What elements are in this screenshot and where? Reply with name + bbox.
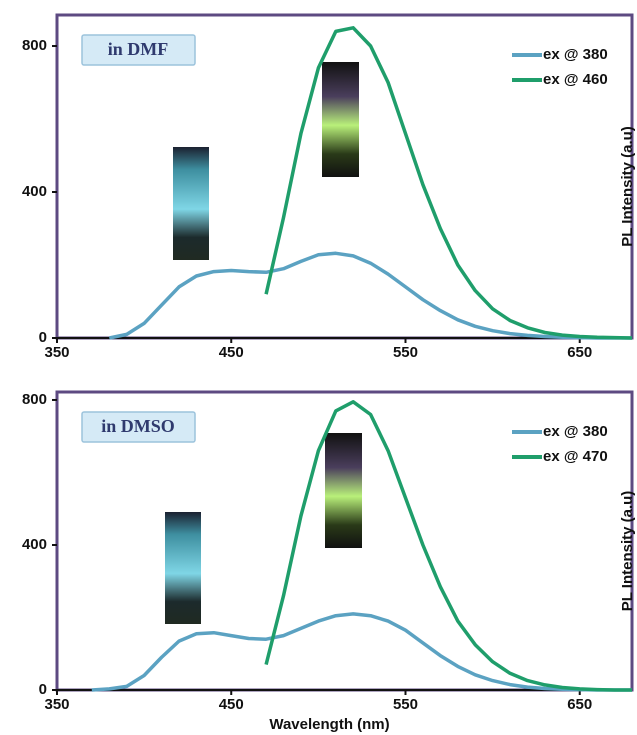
legend-label: ex @ 380 xyxy=(543,46,608,63)
y-tick-label: 400 xyxy=(22,536,47,553)
annotation: in DMSO xyxy=(101,416,175,436)
y-tick-label: 800 xyxy=(22,391,47,408)
y-tick-label: 400 xyxy=(22,183,47,200)
data-line xyxy=(91,612,632,692)
data-line xyxy=(264,26,633,340)
legend-label: ex @ 460 xyxy=(543,71,608,88)
data-line xyxy=(108,251,632,340)
x-tick-label: 350 xyxy=(44,344,69,361)
x-tick-label: 450 xyxy=(219,344,244,361)
x-tick-label: 650 xyxy=(567,696,592,713)
x-tick-label: 550 xyxy=(393,696,418,713)
x-tick-label: 350 xyxy=(44,696,69,713)
x-tick-label: 650 xyxy=(567,344,592,361)
x-axis-label: Wavelength (nm) xyxy=(269,716,389,733)
x-tick-label: 550 xyxy=(393,344,418,361)
annotation: in DMF xyxy=(108,39,169,59)
annotation-box xyxy=(81,34,196,66)
y-axis-label: PL Intensity (a.u) xyxy=(619,126,636,247)
x-tick-label: 450 xyxy=(219,696,244,713)
y-tick-label: 0 xyxy=(39,329,47,346)
y-tick-label: 0 xyxy=(39,681,47,698)
annotation-box xyxy=(81,411,196,443)
legend-label: ex @ 380 xyxy=(543,423,608,440)
y-tick-label: 800 xyxy=(22,37,47,54)
legend-label: ex @ 470 xyxy=(543,448,608,465)
y-axis-label: PL Intensity (a.u) xyxy=(619,491,636,612)
data-line xyxy=(264,400,632,692)
cuvette-photos xyxy=(165,62,362,624)
